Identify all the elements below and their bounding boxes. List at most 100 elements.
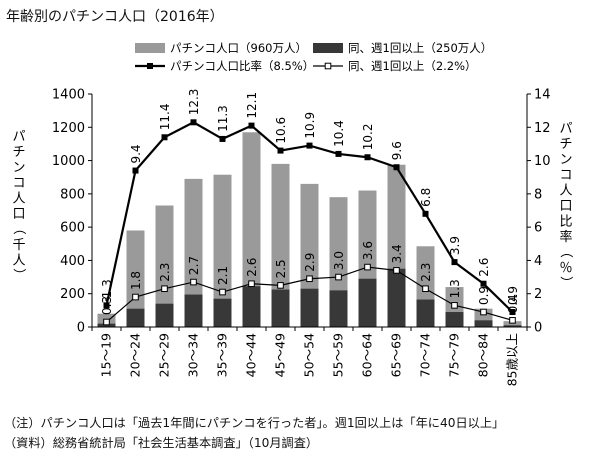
bar-weekly — [300, 288, 319, 327]
left-axis-title-char: パ — [12, 129, 25, 144]
data-label-weekly: 2.1 — [216, 266, 230, 285]
bar-total — [126, 230, 145, 327]
data-label-weekly: 2.6 — [245, 258, 259, 277]
right-axis-title-char: コ — [559, 168, 572, 183]
left-axis-title-char: 人 — [12, 191, 25, 206]
right-tick-label: 0 — [534, 321, 542, 336]
axis-titles: パチンコ人口（千人）パチンコ人口比率（％） — [11, 122, 573, 290]
bar-total — [242, 132, 261, 327]
right-tick-label: 4 — [534, 254, 542, 269]
left-axis-title-char: ン — [12, 160, 25, 175]
line-weekly-marker — [480, 308, 487, 316]
x-tick-label: 55〜59 — [331, 333, 346, 377]
legend-marker-main — [147, 63, 153, 69]
x-tick-label: 45〜49 — [273, 333, 288, 377]
x-tick-label: 75〜79 — [447, 333, 462, 377]
left-tick-label: 200 — [60, 287, 85, 302]
right-axis-title-char: 比 — [559, 215, 572, 230]
legend-label-weekly: 同、週1回以上（250万人） — [348, 41, 492, 55]
line-weekly-marker — [277, 282, 284, 289]
bar-weekly — [213, 298, 232, 327]
right-axis-title-char: パ — [559, 122, 572, 137]
legend: パチンコ人口（960万人） 同、週1回以上（250万人） パチンコ人口比率（8.5%… — [135, 41, 492, 73]
bar-total — [503, 321, 522, 327]
data-label-weekly: 1.3 — [448, 279, 462, 298]
left-tick-label: 800 — [60, 187, 85, 202]
bar-weekly — [503, 325, 522, 327]
right-tick-label: 8 — [534, 187, 542, 202]
data-label-main: 6.8 — [419, 188, 433, 207]
line-main-marker — [219, 135, 226, 142]
data-label-weekly: 2.5 — [274, 259, 288, 278]
legend-label-total: パチンコ人口（960万人） — [170, 41, 307, 55]
x-tick-label: 80〜84 — [476, 333, 491, 377]
source-note: （資料）総務省統計局「社会生活基本調査」（10月調査） — [4, 436, 319, 450]
line-weekly-marker — [103, 318, 110, 326]
bar-weekly — [126, 308, 145, 327]
data-label-weekly: 0.4 — [506, 294, 520, 313]
line-main-marker — [248, 122, 255, 129]
line-weekly-marker — [306, 275, 313, 283]
data-label-main: 12.1 — [245, 92, 259, 119]
data-label-main: 10.4 — [332, 120, 346, 147]
bar-weekly — [474, 320, 493, 327]
bar-weekly — [329, 290, 348, 327]
footnote: （注）パチンコ人口は「過去1年間にパチンコを行った者」。週1回以上は「年に40日… — [4, 416, 505, 430]
left-axis-title-char: 口 — [12, 207, 25, 222]
x-tick-label: 85歳以上 — [505, 333, 520, 386]
axes: 0 200 400 600 800 1000 1200 1400 0 2 4 6 8 10 12 14 15〜1… — [52, 88, 551, 387]
left-tick-label: 1400 — [52, 88, 85, 103]
bar-weekly — [242, 286, 261, 327]
line-main-marker — [277, 147, 284, 154]
left-tick-label: 1000 — [52, 154, 85, 169]
data-label-main: 2.6 — [477, 258, 491, 277]
line-main-marker — [335, 150, 342, 157]
x-tick-label: 70〜74 — [418, 333, 433, 377]
legend-swatch-weekly — [313, 43, 343, 53]
right-axis-title: パチンコ人口比率（ ％） — [558, 122, 573, 290]
left-tick-label: 0 — [77, 321, 85, 336]
bar-weekly — [271, 289, 290, 327]
x-tick-label: 60〜64 — [360, 333, 375, 377]
legend-swatch-total — [135, 43, 165, 53]
left-axis-title-char: ） — [11, 268, 26, 281]
line-main-marker — [306, 142, 313, 149]
data-label-weekly: 2.3 — [419, 263, 433, 282]
line-main-marker — [364, 154, 371, 161]
data-label-weekly: 0.3 — [100, 296, 114, 315]
chart-title: 年齢別のパチンコ人口（2016年） — [6, 9, 224, 25]
legend-label-main: パチンコ人口比率（8.5%） — [170, 59, 314, 73]
line-weekly-marker — [335, 273, 342, 281]
bar-total — [213, 174, 232, 327]
x-tick-label: 15〜19 — [99, 333, 114, 377]
line-weekly-marker — [190, 278, 197, 286]
data-label-weekly: 2.9 — [303, 253, 317, 272]
left-tick-label: 600 — [60, 221, 85, 236]
left-axis-title-char: 人 — [12, 253, 25, 268]
data-label-main: 10.6 — [274, 117, 288, 144]
x-tick-label: 25〜29 — [157, 333, 172, 377]
data-label-main: 0.9 — [506, 286, 520, 305]
left-axis-title-char: （ — [11, 222, 26, 235]
data-label-weekly: 1.8 — [129, 271, 143, 290]
right-tick-label: 12 — [534, 121, 551, 136]
line-weekly-marker — [451, 302, 458, 309]
bar-weekly — [97, 323, 116, 327]
line-main-marker — [451, 259, 458, 266]
line-main-marker — [480, 280, 487, 287]
line-main-marker — [132, 167, 139, 174]
right-axis-title-char: 率 — [559, 229, 572, 245]
line-weekly-marker — [219, 288, 226, 296]
data-label-weekly: 3.0 — [332, 251, 346, 270]
right-axis-title-char: 口 — [559, 199, 572, 214]
x-tick-label: 20〜24 — [128, 333, 143, 377]
data-label-main: 9.6 — [390, 141, 404, 160]
line-weekly-marker — [509, 317, 516, 324]
line-weekly-marker — [393, 267, 400, 274]
right-axis-title-char: ） — [558, 276, 573, 289]
line-weekly-marker — [161, 285, 168, 293]
left-axis-title-char: チ — [12, 145, 25, 160]
line-weekly-marker — [364, 263, 371, 271]
